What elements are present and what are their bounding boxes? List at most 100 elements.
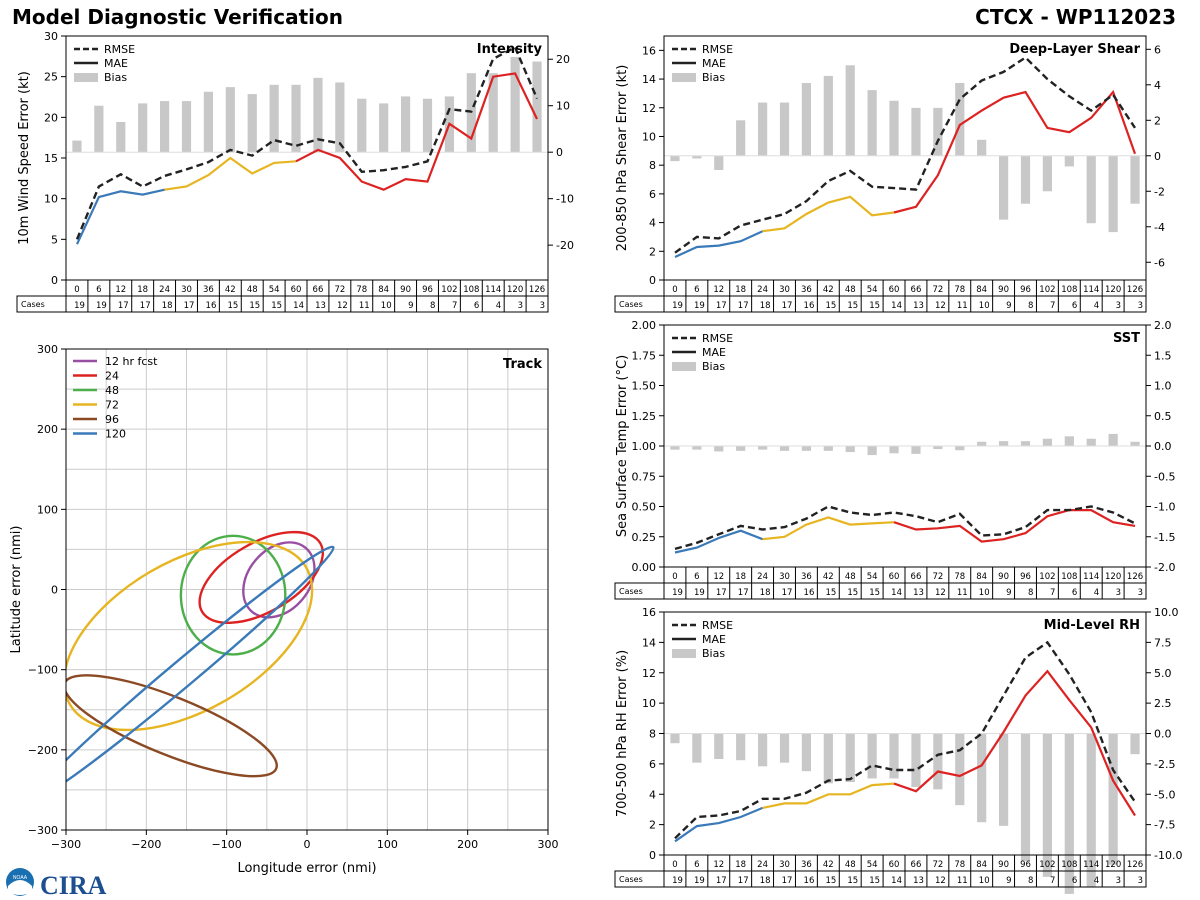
shear-hour-label: 120 [1105, 285, 1121, 295]
intensity-bias-bar [488, 73, 498, 153]
sst-hour-label: 36 [801, 572, 812, 582]
rh-case-count: 9 [1006, 876, 1011, 886]
shear-bias-bar [757, 102, 768, 156]
intensity-hour-label: 42 [225, 285, 236, 295]
rh-mae-line [674, 806, 764, 843]
intensity-case-count: 3 [540, 301, 545, 311]
shear-case-count: 15 [825, 301, 836, 311]
intensity-hour-label: 60 [291, 285, 302, 295]
rh-hour-label: 78 [954, 860, 965, 870]
shear-y-tick-label: 16 [642, 44, 656, 57]
rh-bias-tick-label: -2.5 [1154, 758, 1175, 771]
shear-case-count: 16 [804, 301, 815, 311]
sst-hour-label: 72 [932, 572, 943, 582]
rh-mae-line [893, 669, 1136, 817]
intensity-case-count: 17 [118, 301, 129, 311]
sst-bias-tick-label: -1.0 [1154, 501, 1175, 514]
shear-case-count: 8 [1028, 301, 1033, 311]
rh-y-tick-label: 0 [649, 849, 656, 862]
shear-bias-tick-label: 2 [1154, 114, 1161, 127]
intensity-case-count: 7 [452, 301, 457, 311]
rh-y-axis-label: 700-500 hPa RH Error (%) [615, 650, 630, 817]
intensity-case-count: 9 [408, 301, 413, 311]
sst-bias-tick-label: -0.5 [1154, 470, 1175, 483]
shear-case-count: 17 [738, 301, 749, 311]
shear-bias-bar [1042, 155, 1053, 192]
shear-mae-line [762, 195, 895, 233]
sst-hour-label: 42 [823, 572, 834, 582]
shear-bias-bar [736, 120, 746, 156]
sst-case-count: 15 [825, 588, 836, 598]
rh-case-count: 3 [1138, 876, 1143, 886]
rh-case-count: 16 [804, 876, 815, 886]
shear-case-count: 19 [672, 301, 683, 311]
shear-case-count: 18 [760, 301, 771, 311]
shear-case-count: 3 [1116, 301, 1121, 311]
rh-bias-bar [1020, 733, 1031, 862]
track-ellipse-96h [66, 674, 278, 778]
shear-bias-bar [998, 155, 1009, 220]
shear-legend-mae: MAE [702, 57, 726, 70]
rh-case-count: 11 [957, 876, 968, 886]
shear-case-count: 17 [716, 301, 727, 311]
shear-y-axis-label: 200-850 hPa Shear Error (kt) [615, 65, 630, 252]
shear-hour-label: 102 [1039, 285, 1055, 295]
sst-hour-label: 96 [1020, 572, 1031, 582]
track-ellipse-12h [242, 541, 316, 619]
shear-hour-label: 126 [1127, 285, 1143, 295]
sst-case-count: 9 [1006, 588, 1011, 598]
intensity-hour-label: 126 [529, 285, 545, 295]
sst-bias-bar [977, 441, 987, 446]
shear-hour-label: 114 [1083, 285, 1099, 295]
shear-y-tick-label: 10 [642, 130, 656, 143]
intensity-hour-label: 6 [96, 285, 101, 295]
sst-hour-label: 18 [735, 572, 746, 582]
sst-bias-bar [1064, 436, 1074, 446]
shear-hour-label: 30 [779, 285, 790, 295]
sst-bias-bar [1108, 433, 1118, 446]
rh-case-count: 6 [1072, 876, 1077, 886]
intensity-mae-line [164, 156, 297, 191]
intensity-legend-bias-swatch [74, 73, 98, 82]
rh-bias-bar [845, 733, 855, 783]
rh-bias-bar [1108, 733, 1118, 865]
rh-hour-label: 18 [735, 860, 746, 870]
intensity-hour-label: 12 [115, 285, 126, 295]
sst-bias-tick-label: 1.5 [1154, 349, 1172, 362]
rh-y-tick-label: 8 [649, 728, 656, 741]
sst-bias-bar [1130, 441, 1140, 446]
shear-bias-bar [867, 90, 877, 156]
sst-case-count: 3 [1138, 588, 1143, 598]
intensity-hour-label: 24 [159, 285, 170, 295]
intensity-y-tick-label: 0 [51, 274, 58, 287]
sst-hour-label: 126 [1127, 572, 1143, 582]
rh-case-count: 17 [738, 876, 749, 886]
sst-bias-bar [1020, 441, 1031, 446]
shear-hour-label: 6 [694, 285, 699, 295]
storm-id: CTCX - WP112023 [975, 5, 1176, 29]
rh-case-count: 15 [825, 876, 836, 886]
track-x-axis-label: Longitude error (nmi) [237, 861, 376, 876]
shear-hour-label: 90 [998, 285, 1009, 295]
track-legend-label-12: 12 hr fcst [105, 355, 158, 368]
intensity-hour-label: 66 [313, 285, 324, 295]
rh-case-count: 4 [1094, 876, 1099, 886]
rh-bias-bar [955, 733, 965, 806]
shear-hour-label: 24 [757, 285, 768, 295]
intensity-hour-label: 36 [203, 285, 214, 295]
intensity-y-tick-label: 10 [44, 193, 58, 206]
shear-bias-tick-label: -4 [1154, 221, 1165, 234]
page-title: Model Diagnostic Verification [12, 5, 343, 29]
intensity-hour-label: 102 [441, 285, 457, 295]
rh-hour-label: 84 [976, 860, 987, 870]
rh-legend-rmse: RMSE [702, 619, 733, 632]
sst-hour-label: 120 [1105, 572, 1121, 582]
intensity-legend-bias: Bias [104, 71, 127, 84]
sst-case-count: 12 [935, 588, 946, 598]
sst-bias-bar [845, 446, 855, 453]
shear-hour-label: 54 [867, 285, 878, 295]
sst-y-tick-label: 1.50 [632, 380, 657, 393]
track-legend-label-24: 24 [105, 370, 119, 383]
sst-cases-row [614, 582, 1147, 600]
track-ellipse-72h [66, 540, 314, 732]
